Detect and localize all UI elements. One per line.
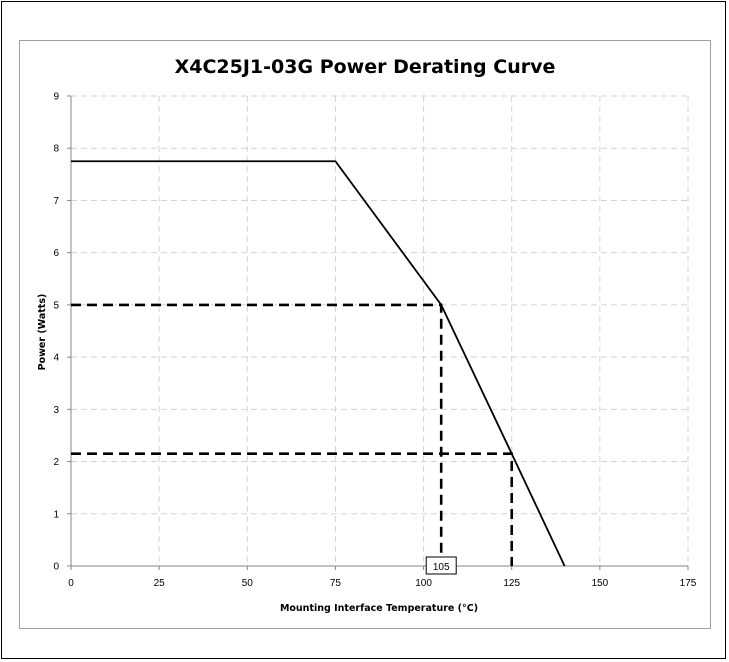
annotations: 105 xyxy=(425,556,457,575)
reference-line xyxy=(71,303,443,566)
y-tick-label: 5 xyxy=(53,300,59,311)
chart-title: X4C25J1-03G Power Derating Curve xyxy=(175,56,556,78)
y-tick-label: 0 xyxy=(53,562,59,573)
x-tick-label: 0 xyxy=(68,578,74,589)
y-tick-label: 8 xyxy=(53,144,59,155)
y-tick-label: 1 xyxy=(53,509,59,520)
series-line xyxy=(71,160,566,567)
y-tick-label: 3 xyxy=(53,405,59,416)
y-tick-label: 4 xyxy=(53,353,59,364)
y-tick-label: 7 xyxy=(53,196,59,207)
series-layer xyxy=(71,160,566,567)
y-tick-label: 6 xyxy=(53,248,59,259)
axes xyxy=(67,95,689,570)
x-tick-label: 75 xyxy=(330,578,342,589)
x-tick-label: 125 xyxy=(503,578,520,589)
y-tick-label: 2 xyxy=(53,457,59,468)
callout-label: 105 xyxy=(433,562,450,573)
reference-line xyxy=(71,452,514,566)
x-tick-label: 150 xyxy=(592,578,609,589)
y-tick-label: 9 xyxy=(53,92,59,103)
tick-labels: 0 25 50 75 100 125 150 175 0 1 2 3 4 5 6 7 8 9 xyxy=(53,92,696,590)
grid xyxy=(71,95,689,566)
callout-box xyxy=(425,556,457,575)
x-tick-label: 175 xyxy=(680,578,697,589)
x-tick-label: 100 xyxy=(415,578,432,589)
x-tick-label: 50 xyxy=(242,578,254,589)
y-axis-label: Power (Watts) xyxy=(37,294,48,371)
x-axis-label: Mounting Interface Temperature (°C) xyxy=(280,603,478,614)
reference-lines xyxy=(71,303,514,566)
x-tick-label: 25 xyxy=(154,578,166,589)
chart-frame xyxy=(19,40,711,629)
